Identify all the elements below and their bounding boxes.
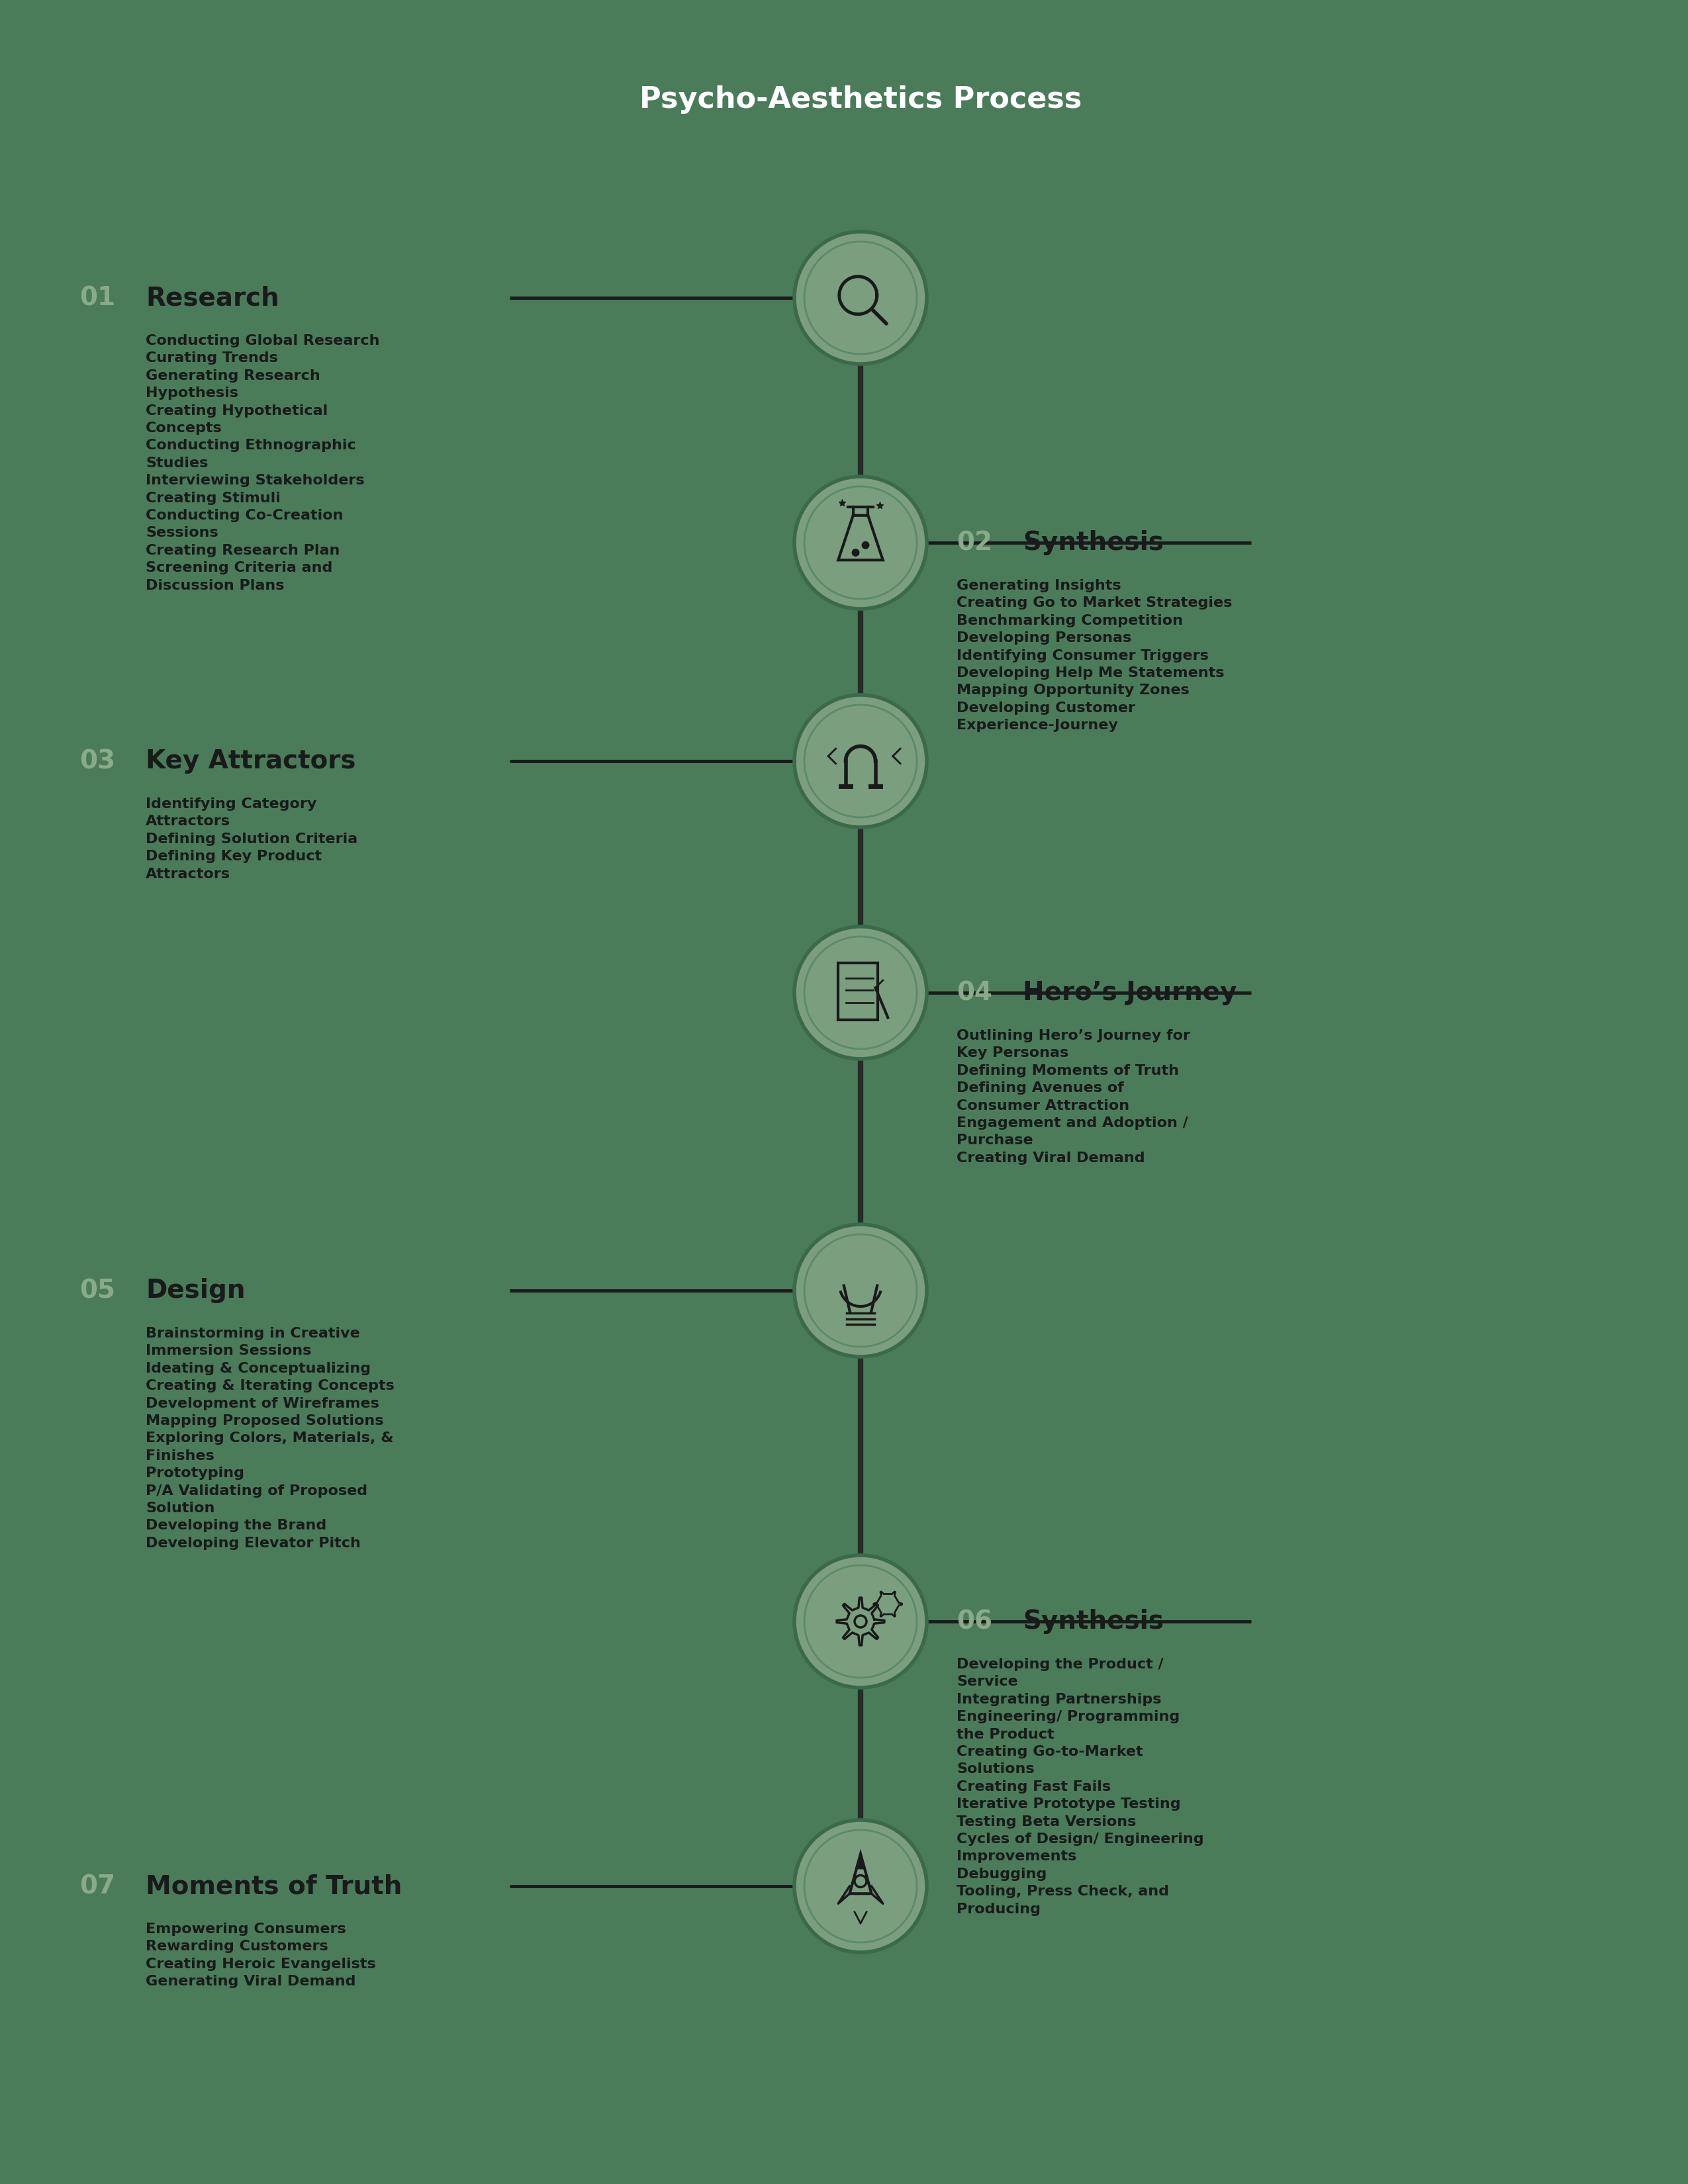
Text: Research: Research <box>145 286 279 310</box>
Text: 06: 06 <box>957 1610 993 1634</box>
Text: Conducting Global Research
Curating Trends
Generating Research
Hypothesis
Creati: Conducting Global Research Curating Tren… <box>145 334 380 592</box>
Text: Synthesis: Synthesis <box>1023 531 1163 555</box>
Text: Empowering Consumers
Rewarding Customers
Creating Heroic Evangelists
Generating : Empowering Consumers Rewarding Customers… <box>145 1922 376 1987</box>
Text: 07: 07 <box>79 1874 115 1898</box>
Text: Key Attractors: Key Attractors <box>145 749 356 773</box>
Text: Developing the Product /
Service
Integrating Partnerships
Engineering/ Programmi: Developing the Product / Service Integra… <box>957 1658 1204 1915</box>
Circle shape <box>795 476 927 609</box>
Text: Identifying Category
Attractors
Defining Solution Criteria
Defining Key Product
: Identifying Category Attractors Defining… <box>145 797 358 880</box>
Circle shape <box>795 1555 927 1688</box>
Text: 01: 01 <box>79 286 115 310</box>
Text: Hero’s Journey: Hero’s Journey <box>1023 981 1237 1005</box>
Circle shape <box>795 232 927 365</box>
Circle shape <box>852 548 859 557</box>
Text: Psycho-Aesthetics Process: Psycho-Aesthetics Process <box>640 85 1082 114</box>
Text: 02: 02 <box>957 531 993 555</box>
Text: Design: Design <box>145 1278 245 1304</box>
Text: 04: 04 <box>957 981 993 1005</box>
Text: Outlining Hero’s Journey for
Key Personas
Defining Moments of Truth
Defining Ave: Outlining Hero’s Journey for Key Persona… <box>957 1029 1190 1164</box>
Circle shape <box>795 1819 927 1952</box>
Text: Generating Insights
Creating Go to Market Strategies
Benchmarking Competition
De: Generating Insights Creating Go to Marke… <box>957 579 1232 732</box>
Circle shape <box>795 695 927 828</box>
Text: 05: 05 <box>79 1278 115 1304</box>
Circle shape <box>863 542 869 548</box>
Text: Brainstorming in Creative
Immersion Sessions
Ideating & Conceptualizing
Creating: Brainstorming in Creative Immersion Sess… <box>145 1328 395 1551</box>
Circle shape <box>795 926 927 1059</box>
Text: Moments of Truth: Moments of Truth <box>145 1874 402 1898</box>
Text: Synthesis: Synthesis <box>1023 1610 1163 1634</box>
Text: 03: 03 <box>79 749 115 773</box>
Polygon shape <box>856 1854 866 1870</box>
Circle shape <box>795 1225 927 1356</box>
